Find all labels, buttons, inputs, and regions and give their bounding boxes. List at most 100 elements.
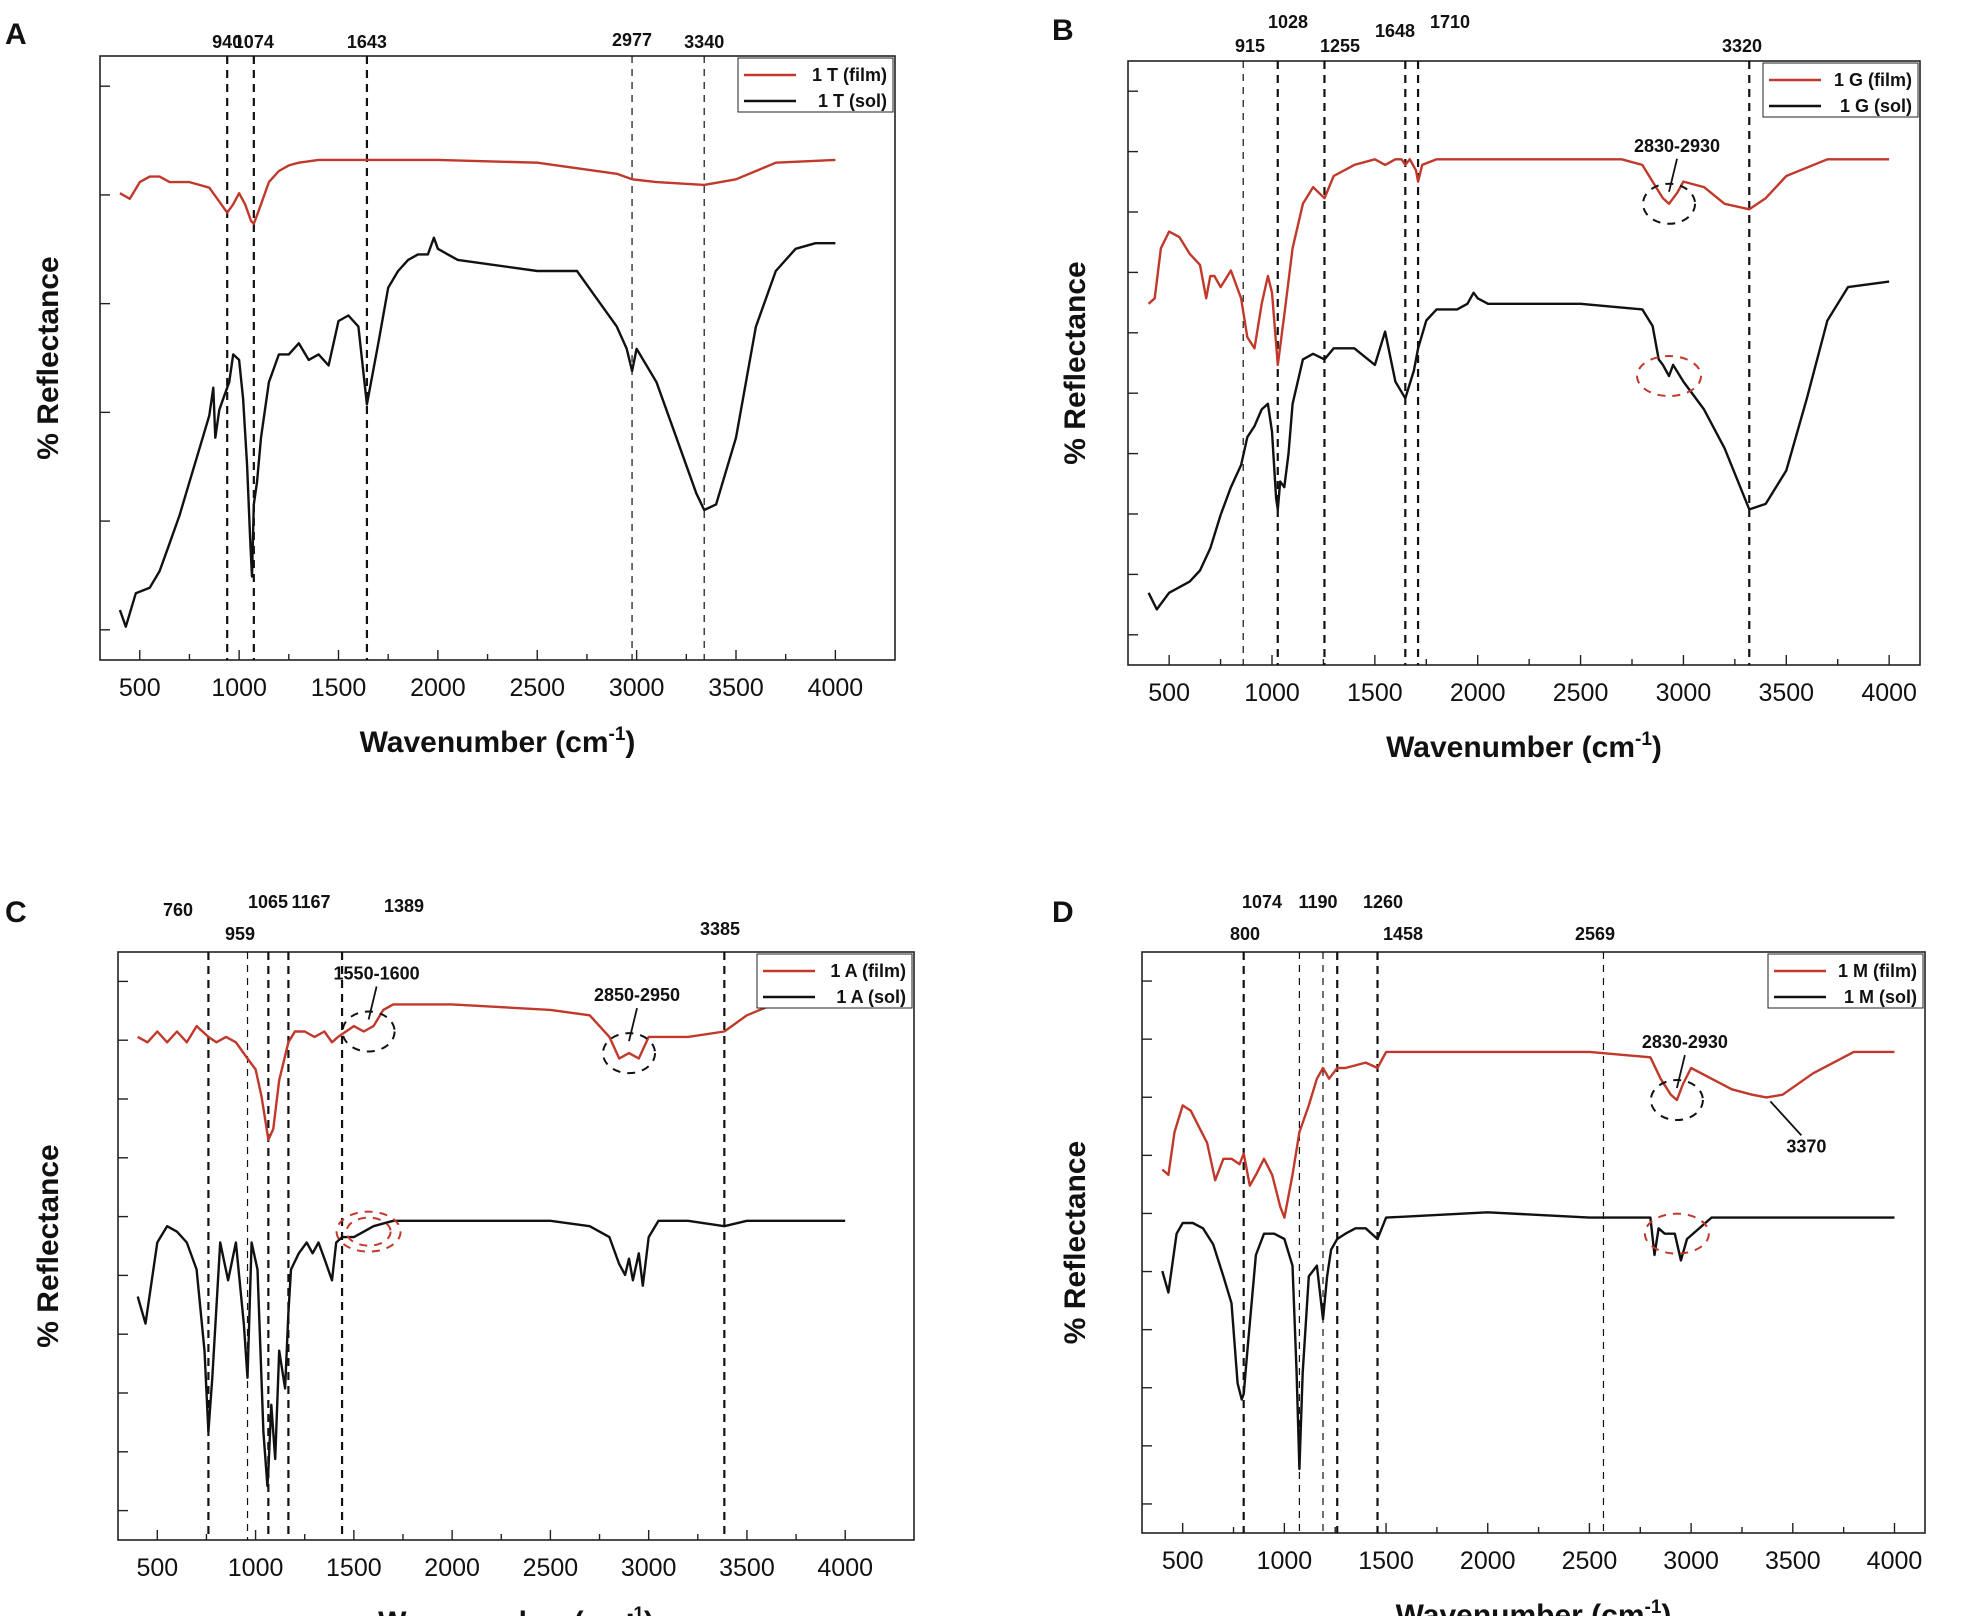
- x-tick-label: 2500: [523, 1554, 579, 1582]
- plot-frame: [117, 951, 915, 1541]
- sol-region-circle: [1636, 355, 1703, 398]
- x-tick-label: 2000: [1450, 679, 1506, 707]
- series-sol-line: [1147, 280, 1890, 611]
- peak-label: 1065: [248, 892, 288, 912]
- x-tick-label: 3500: [719, 1554, 775, 1582]
- x-tick-label: 1000: [1257, 1547, 1313, 1575]
- x-tick-label: 2000: [1460, 1547, 1516, 1575]
- sol-region-circle: [335, 1210, 402, 1253]
- peak-label: 1167: [291, 892, 330, 912]
- x-tick-label: 1500: [326, 1554, 382, 1582]
- y-axis-title: % Reflectance: [32, 1144, 65, 1347]
- peak-label: 915: [1235, 36, 1265, 56]
- x-tick-label: 3500: [1758, 679, 1814, 707]
- legend-label: 1 G (sol): [1840, 96, 1912, 116]
- x-axis-title: Wavenumber (cm-1): [1396, 1597, 1672, 1616]
- peak-label: 2977: [612, 30, 652, 50]
- plot-frame: [1127, 60, 1921, 666]
- annotation-label: 2830-2930: [1634, 136, 1720, 156]
- peak-label: 959: [225, 924, 255, 944]
- peak-label: 1074: [1242, 892, 1282, 912]
- peak-label: 1643: [347, 32, 387, 52]
- x-tick-label: 2000: [424, 1554, 480, 1582]
- annotation-label: 2830-2930: [1642, 1032, 1728, 1052]
- sol-region-circle: [345, 1216, 392, 1247]
- legend-label: 1 A (film): [830, 961, 906, 981]
- peak-label: 1255: [1320, 36, 1360, 56]
- series-sol-line: [118, 236, 836, 628]
- series-film-line: [137, 997, 846, 1141]
- legend-label: 1 M (film): [1838, 961, 1917, 981]
- x-tick-label: 1500: [311, 674, 367, 702]
- y-axis-title: % Reflectance: [1059, 261, 1092, 464]
- peak-label: 1028: [1268, 12, 1308, 32]
- peak-label: 3385: [700, 919, 740, 939]
- x-axis-title: Wavenumber (cm-1): [1386, 729, 1662, 764]
- x-axis-title: Wavenumber (cm-1): [360, 724, 636, 759]
- annotation-arrow: [1769, 1100, 1803, 1136]
- annotation-arrow: [367, 986, 378, 1020]
- series-film-line: [1161, 1050, 1895, 1219]
- x-axis-title: Wavenumber (cm-1): [378, 1604, 654, 1616]
- annotation-arrow: [1668, 158, 1678, 192]
- annotation-label: 1550-1600: [334, 963, 420, 983]
- legend-box: [1762, 62, 1919, 118]
- series-film-line: [1147, 158, 1890, 367]
- x-tick-label: 1000: [228, 1554, 284, 1582]
- sol-region-circle: [1643, 1212, 1710, 1255]
- legend-label: 1 G (film): [1834, 70, 1912, 90]
- legend-box: [1767, 953, 1924, 1009]
- annotation-arrow: [628, 1007, 638, 1042]
- x-tick-label: 3000: [1663, 1547, 1719, 1575]
- annotation-label: 3370: [1786, 1136, 1826, 1156]
- x-tick-label: 1500: [1358, 1547, 1414, 1575]
- peak-label: 3340: [684, 32, 724, 52]
- peak-label: 1458: [1383, 924, 1423, 944]
- panel-letter: A: [5, 18, 27, 51]
- x-tick-label: 3000: [621, 1554, 677, 1582]
- x-tick-label: 4000: [817, 1554, 873, 1582]
- plot-frame: [99, 55, 896, 661]
- x-tick-label: 500: [1162, 1547, 1204, 1575]
- x-tick-label: 2000: [410, 674, 466, 702]
- legend-label: 1 A (sol): [836, 987, 906, 1007]
- peak-label: 760: [163, 900, 193, 920]
- peak-label: 940: [212, 32, 242, 52]
- peak-label: 1190: [1298, 892, 1337, 912]
- legend-box: [737, 57, 894, 113]
- y-axis-title: % Reflectance: [32, 256, 65, 459]
- panel-d: D 500 1000 1500 2000 2500 3000 3500 4000 Wavenumb…: [1052, 892, 1926, 1616]
- legend-label: 1 T (sol): [818, 91, 887, 111]
- panel-letter: C: [5, 896, 27, 929]
- x-tick-label: 4000: [1861, 679, 1917, 707]
- legend-box: [756, 953, 913, 1009]
- peak-label: 800: [1230, 924, 1260, 944]
- series-sol-line: [136, 1219, 846, 1488]
- y-axis-title: % Reflectance: [1059, 1141, 1092, 1344]
- annotation-arrow: [1676, 1054, 1686, 1089]
- x-tick-label: 500: [1148, 679, 1190, 707]
- x-tick-label: 3500: [708, 674, 764, 702]
- peak-label: 1074: [234, 32, 274, 52]
- annotation-circle: [1649, 1079, 1704, 1122]
- series-sol-line: [1161, 1211, 1895, 1471]
- panel-b: B 500 1000 1500 2000 2500 3000 3500 4000 Wavenumb…: [1052, 12, 1921, 764]
- legend-label: 1 M (sol): [1844, 987, 1917, 1007]
- panel-a: A 500 1000 1500 2000 2500 3000 3500 4000 Wavenumb…: [5, 18, 896, 759]
- x-tick-label: 3000: [1656, 679, 1712, 707]
- x-tick-label: 2500: [1562, 1547, 1618, 1575]
- x-tick-label: 3000: [609, 674, 665, 702]
- legend-label: 1 T (film): [812, 65, 887, 85]
- peak-label: 3320: [1722, 36, 1762, 56]
- peak-label: 2569: [1575, 924, 1615, 944]
- x-tick-label: 2500: [1553, 679, 1609, 707]
- series-film-line: [119, 158, 836, 225]
- panel-letter: B: [1052, 14, 1074, 47]
- annotation-circle: [1642, 182, 1697, 225]
- peak-label: 1260: [1363, 892, 1403, 912]
- x-tick-label: 1000: [1244, 679, 1300, 707]
- x-tick-label: 1500: [1347, 679, 1403, 707]
- annotation-circle: [602, 1032, 657, 1075]
- x-tick-label: 4000: [808, 674, 864, 702]
